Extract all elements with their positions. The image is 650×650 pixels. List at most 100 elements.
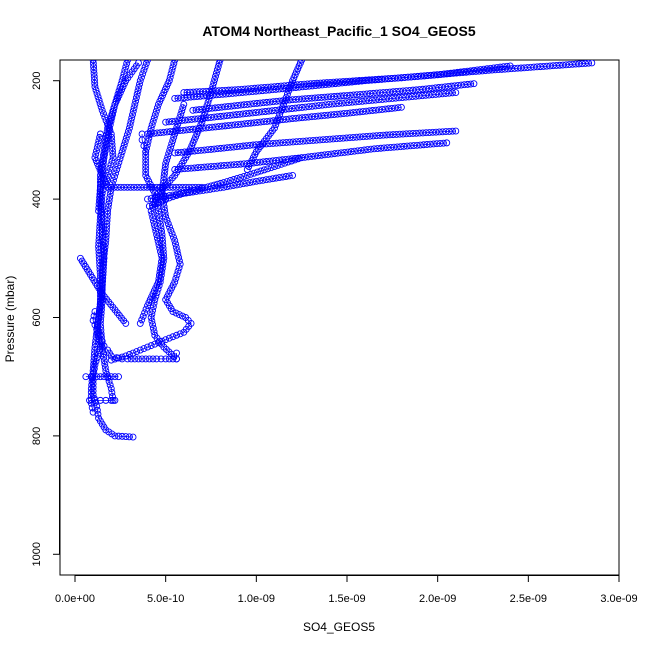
data-point xyxy=(133,90,141,98)
data-point xyxy=(314,112,322,120)
data-point xyxy=(183,88,191,96)
data-point xyxy=(117,183,125,191)
data-point xyxy=(445,89,453,97)
data-point xyxy=(263,117,271,125)
data-point xyxy=(440,70,448,78)
data-point xyxy=(95,243,103,250)
data-point xyxy=(103,137,111,145)
data-point xyxy=(93,373,101,381)
data-point xyxy=(97,313,105,321)
data-point xyxy=(244,120,252,127)
data-point xyxy=(158,231,166,239)
data-point xyxy=(172,191,180,198)
data-point xyxy=(184,116,192,124)
data-point xyxy=(177,148,185,156)
data-point xyxy=(430,140,437,148)
data-point xyxy=(176,330,184,338)
data-point xyxy=(308,153,316,160)
data-point xyxy=(93,147,100,155)
data-point xyxy=(225,122,232,129)
data-point xyxy=(90,63,98,71)
data-point xyxy=(255,108,263,116)
data-point xyxy=(182,126,190,134)
data-point xyxy=(191,164,198,172)
data-point xyxy=(149,324,157,332)
data-point xyxy=(265,86,273,94)
data-point xyxy=(415,92,423,100)
data-point xyxy=(173,349,180,357)
data-point xyxy=(88,377,96,385)
data-point xyxy=(345,99,353,106)
data-point xyxy=(96,183,104,191)
data-point xyxy=(401,74,409,81)
data-point xyxy=(122,319,130,327)
data-point xyxy=(109,150,117,158)
data-point xyxy=(386,88,394,96)
data-point xyxy=(90,360,98,368)
data-point xyxy=(402,93,410,101)
data-point xyxy=(205,124,213,132)
data-point xyxy=(186,126,194,134)
data-point xyxy=(207,113,215,121)
data-point xyxy=(122,433,130,441)
data-point xyxy=(292,95,300,103)
data-point xyxy=(397,103,405,111)
data-point xyxy=(101,150,109,158)
data-point xyxy=(107,356,115,364)
data-point xyxy=(333,110,341,118)
data-point xyxy=(164,153,172,161)
data-point xyxy=(147,195,155,202)
data-point xyxy=(368,76,376,84)
data-point xyxy=(200,163,208,171)
data-point xyxy=(99,231,107,239)
data-point xyxy=(125,433,133,441)
y-tick-label: 800 xyxy=(31,427,43,445)
data-point xyxy=(202,105,210,113)
data-point xyxy=(169,333,177,341)
data-point xyxy=(418,92,426,100)
data-point xyxy=(346,109,354,117)
data-point xyxy=(514,64,522,72)
data-point xyxy=(321,112,329,119)
data-point xyxy=(257,118,265,126)
data-point xyxy=(253,118,261,126)
data-point xyxy=(150,221,158,228)
data-point xyxy=(434,71,442,79)
data-point xyxy=(388,75,395,83)
data-point xyxy=(428,91,436,99)
data-point xyxy=(385,105,393,113)
series-17 xyxy=(162,89,460,126)
data-point xyxy=(98,283,106,291)
data-point xyxy=(132,94,140,102)
data-point xyxy=(91,343,99,351)
data-point xyxy=(233,143,241,151)
data-point xyxy=(409,86,417,94)
data-point xyxy=(210,79,218,87)
data-point xyxy=(237,174,244,181)
data-point xyxy=(339,134,347,142)
data-point xyxy=(142,148,150,156)
data-point xyxy=(447,69,455,77)
data-point xyxy=(412,86,420,94)
data-point xyxy=(106,164,114,172)
data-point xyxy=(172,240,179,248)
data-point xyxy=(96,190,104,198)
data-point xyxy=(212,72,219,80)
data-point xyxy=(147,314,155,321)
data-point xyxy=(377,144,385,152)
data-point xyxy=(249,141,257,149)
data-point xyxy=(179,104,187,112)
data-point xyxy=(109,176,117,184)
data-point xyxy=(156,268,164,276)
data-point xyxy=(172,274,180,282)
data-point xyxy=(114,162,122,170)
data-point xyxy=(239,89,246,96)
data-point xyxy=(387,143,395,151)
data-point xyxy=(287,80,295,88)
data-point xyxy=(181,148,189,156)
data-point xyxy=(314,152,322,160)
data-point xyxy=(298,103,306,111)
data-point xyxy=(318,101,326,109)
data-point xyxy=(157,251,165,259)
